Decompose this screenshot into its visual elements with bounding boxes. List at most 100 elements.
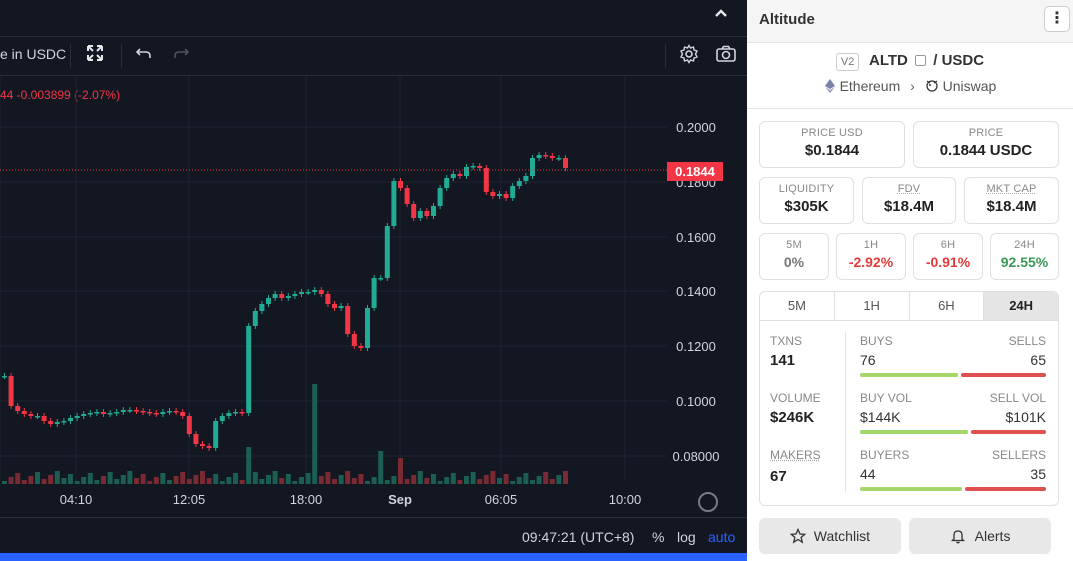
candle-body (563, 158, 568, 168)
volume-bar (173, 476, 179, 484)
volume-bar (246, 447, 252, 484)
fullscreen-icon[interactable] (82, 44, 108, 68)
dex-name[interactable]: Uniswap (942, 78, 997, 94)
makers-label[interactable]: MAKERS (770, 448, 821, 462)
volume-bar (299, 477, 304, 484)
candle-body (358, 346, 364, 348)
watchlist-label: Watchlist (813, 528, 871, 544)
sellers-bar (965, 487, 1046, 491)
price-usd-card: PRICE USD $0.1844 (759, 121, 905, 168)
candlesticks (2, 152, 568, 451)
log-toggle[interactable]: log (677, 529, 696, 545)
price-tick-label: 0.1200 (676, 339, 716, 354)
volume-label: VOLUME (770, 391, 821, 405)
camera-icon[interactable] (713, 44, 739, 68)
volume-bar (48, 475, 54, 484)
auto-toggle[interactable]: auto (708, 529, 736, 545)
change-label: 1H (863, 239, 879, 251)
candle-body (444, 178, 450, 188)
candle-body (470, 166, 476, 168)
gear-icon[interactable] (676, 44, 702, 68)
candle-body (81, 414, 87, 416)
candle-body (213, 421, 219, 448)
volume-bar (54, 471, 60, 484)
volume-bar (127, 471, 133, 484)
candle-body (266, 298, 271, 304)
volume-bar (556, 475, 562, 484)
chevron-up-icon[interactable] (709, 6, 733, 30)
candle-body (292, 294, 298, 296)
chart-pane[interactable]: e in USDC 44 -0.003899 (-2.07%) 0.2000 0.… (0, 0, 747, 561)
mcap-card[interactable]: MKT CAP $18.4M (964, 177, 1059, 224)
candle-body (503, 194, 509, 198)
candle-body (305, 292, 311, 294)
undo-icon[interactable] (131, 44, 157, 68)
time-tick-label: 10:00 (609, 492, 642, 507)
candle-body (431, 206, 436, 216)
accent-strip (0, 553, 747, 561)
clock-display[interactable]: 09:47:21 (UTC+8) (522, 529, 635, 545)
watchlist-button[interactable]: Watchlist (759, 518, 901, 554)
price-tick-label: 0.2000 (676, 120, 716, 135)
candle-body (338, 306, 344, 308)
current-price-label: 0.1844 (667, 162, 723, 181)
volume-bar (490, 471, 496, 484)
star-icon (789, 521, 807, 557)
change-card-5m[interactable]: 5M 0% (759, 233, 829, 280)
candle-body (114, 412, 120, 414)
candle-body (173, 411, 179, 413)
buys-bar (860, 373, 958, 377)
liquidity-label: LIQUIDITY (778, 183, 835, 195)
tab-1h[interactable]: 1H (835, 292, 910, 320)
ethereum-icon (824, 79, 836, 96)
volume-bar (153, 477, 159, 484)
volume-bar (318, 476, 324, 484)
price-usd-label: PRICE USD (801, 127, 863, 139)
volume-bar (516, 477, 522, 484)
fdv-card[interactable]: FDV $18.4M (862, 177, 956, 224)
volume-bar (497, 478, 502, 484)
tab-6h[interactable]: 6H (910, 292, 985, 320)
price-chart[interactable]: 0.20000.18000.16000.14000.12000.10000.08… (0, 76, 747, 517)
redo-icon[interactable] (168, 44, 194, 68)
volume-bar (2, 481, 7, 484)
tab-24h[interactable]: 24H (984, 292, 1058, 320)
tab-5m[interactable]: 5M (760, 292, 835, 320)
candle-body (226, 413, 232, 416)
more-vertical-icon[interactable]: ⋮ (1044, 6, 1070, 32)
candle-body (193, 434, 199, 444)
volume-bar (28, 476, 34, 484)
time-axis: 04:10 12:05 18:00 Sep 06:05 10:00 (60, 492, 642, 507)
candle-body (101, 412, 106, 414)
alerts-button[interactable]: Alerts (909, 518, 1051, 554)
candle-body (233, 412, 238, 414)
volume-bar (312, 384, 318, 484)
time-tick-label: 18:00 (290, 492, 323, 507)
price-tick-label: 0.1400 (676, 284, 716, 299)
change-card-1h[interactable]: 1H -2.92% (836, 233, 906, 280)
chart-header (0, 0, 747, 36)
volume-bar (332, 479, 337, 484)
percent-toggle[interactable]: % (652, 529, 665, 545)
volume-bar (147, 481, 153, 484)
volume-bar (87, 473, 93, 484)
candle-body (404, 188, 410, 204)
copy-icon[interactable] (915, 55, 927, 66)
change-card-6h[interactable]: 6H -0.91% (913, 233, 983, 280)
candle-body (35, 416, 40, 418)
candle-body (120, 410, 126, 412)
candle-body (252, 311, 258, 326)
volume-bar (345, 471, 351, 484)
chevron-right-icon: › (910, 78, 915, 94)
currency-label[interactable]: e in USDC (0, 46, 67, 62)
chain-name[interactable]: Ethereum (839, 78, 901, 94)
chart-settings-icon[interactable] (698, 492, 718, 512)
change-card-24h[interactable]: 24H 92.55% (990, 233, 1059, 280)
price-tick-label: 0.08000 (673, 449, 720, 464)
time-tick-label: 04:10 (60, 492, 93, 507)
volume-bar (431, 474, 436, 484)
candle-body (68, 418, 73, 421)
time-tick-label: 12:05 (173, 492, 206, 507)
volume-bar (186, 479, 192, 484)
volume-bar (74, 481, 80, 484)
